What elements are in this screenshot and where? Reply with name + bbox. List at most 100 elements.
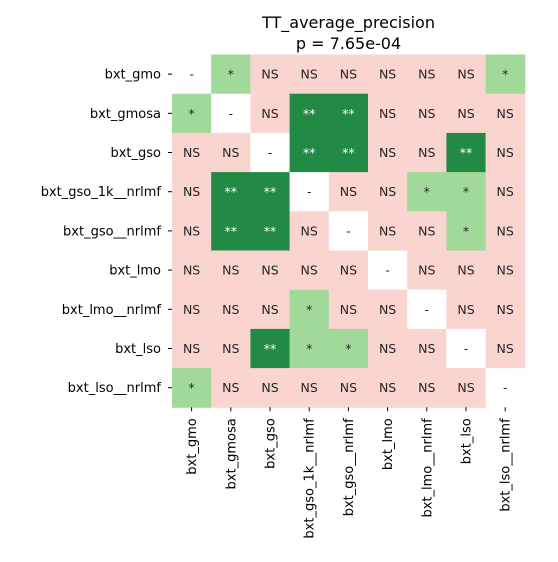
heatmap-cell — [368, 328, 408, 369]
heatmap-cell — [407, 211, 447, 251]
heatmap-cell — [407, 289, 447, 330]
cell-value-label: NS — [497, 223, 514, 238]
heatmap-cell — [485, 289, 526, 330]
column-label: bxt_gso_1k__nrlmf — [303, 418, 318, 539]
cell-value-label: NS — [301, 380, 318, 395]
cell-value-label: NS — [497, 106, 514, 121]
heatmap-cell — [289, 93, 330, 134]
cell-value-label: ** — [460, 145, 473, 160]
heatmap-cell — [446, 93, 487, 134]
cell-value-label: NS — [457, 302, 474, 317]
heatmap-cell — [446, 54, 487, 95]
heatmap-cell — [485, 211, 526, 251]
heatmap-cell — [211, 93, 251, 134]
heatmap-cell — [407, 172, 447, 212]
heatmap-cell — [172, 368, 212, 408]
heatmap-cell — [211, 132, 251, 173]
heatmap-cell — [172, 172, 212, 212]
cell-value-label: * — [188, 380, 194, 395]
cell-value-label: NS — [379, 223, 396, 238]
heatmap-cell — [368, 172, 408, 212]
heatmap-cell — [289, 368, 330, 408]
cell-value-label: ** — [264, 223, 277, 238]
row-label: bxt_gmosa — [90, 107, 161, 122]
row-label: bxt_lmo — [109, 264, 161, 279]
heatmap-cell — [407, 368, 447, 408]
heatmap-cell — [407, 250, 447, 291]
cell-value-label: * — [463, 223, 469, 238]
cell-value-label: - — [464, 341, 469, 356]
cell-value-label: NS — [340, 184, 357, 199]
cell-value-label: NS — [261, 106, 278, 121]
heatmap-cell — [446, 328, 487, 369]
heatmap-cell — [407, 132, 447, 173]
cell-value-label: NS — [379, 184, 396, 199]
heatmap-cell — [172, 289, 212, 330]
heatmap-cell — [211, 211, 251, 251]
heatmap-cell — [289, 132, 330, 173]
cell-value-label: NS — [261, 302, 278, 317]
cell-value-label: ** — [225, 184, 238, 199]
cell-value-label: * — [502, 67, 508, 82]
cell-value-label: NS — [183, 302, 200, 317]
chart-title: TT_average_precision — [261, 13, 435, 33]
row-label: bxt_gso — [110, 146, 161, 161]
cell-value-label: NS — [261, 380, 278, 395]
heatmap-cell — [328, 172, 369, 212]
row-label: bxt_lmo__nrlmf — [62, 303, 162, 318]
cell-value-label: * — [306, 341, 312, 356]
heatmap-cell — [211, 328, 251, 369]
heatmap-cell — [250, 54, 291, 95]
cell-value-label: ** — [342, 106, 355, 121]
cell-value-label: NS — [261, 67, 278, 82]
heatmap-cell — [485, 368, 526, 408]
cell-value-label: NS — [379, 67, 396, 82]
heatmap-cell — [328, 132, 369, 173]
cell-value-label: * — [424, 184, 430, 199]
heatmap-cell — [289, 211, 330, 251]
heatmap-cell — [328, 328, 369, 369]
cell-value-label: NS — [183, 223, 200, 238]
heatmap-cell — [368, 54, 408, 95]
heatmap-cell — [485, 54, 526, 95]
cell-value-label: ** — [264, 184, 277, 199]
cell-value-label: NS — [418, 263, 435, 278]
cell-value-label: NS — [497, 263, 514, 278]
heatmap-cell — [407, 328, 447, 369]
heatmap-cell — [368, 289, 408, 330]
heatmap-cell — [446, 211, 487, 251]
heatmap-cell — [250, 368, 291, 408]
heatmap-cell — [289, 328, 330, 369]
cell-value-label: NS — [340, 380, 357, 395]
cell-value-label: NS — [222, 380, 239, 395]
heatmap-cell — [328, 289, 369, 330]
column-label: bxt_lmo__nrlmf — [420, 418, 435, 518]
heatmap-cell — [250, 93, 291, 134]
heatmap-cell — [250, 289, 291, 330]
heatmap-cell — [289, 172, 330, 212]
heatmap-cell — [211, 289, 251, 330]
cell-value-label: NS — [497, 184, 514, 199]
cell-value-label: NS — [497, 341, 514, 356]
cell-value-label: * — [345, 341, 351, 356]
heatmap-cell — [446, 368, 487, 408]
cell-value-label: NS — [457, 106, 474, 121]
cell-value-label: NS — [340, 302, 357, 317]
heatmap-cell — [289, 250, 330, 291]
cell-value-label: NS — [497, 145, 514, 160]
heatmap-cell — [289, 54, 330, 95]
heatmap-cell — [250, 172, 291, 212]
column-label: bxt_gso — [264, 418, 279, 469]
heatmap-cell — [211, 54, 251, 95]
heatmap-cell — [446, 172, 487, 212]
cell-value-label: - — [425, 302, 430, 317]
heatmap-cell — [446, 132, 487, 173]
cell-value-label: ** — [303, 145, 316, 160]
heatmap-cell — [172, 132, 212, 173]
heatmap-cell — [328, 250, 369, 291]
cell-value-label: NS — [457, 67, 474, 82]
heatmap-cell — [172, 93, 212, 134]
cell-value-label: NS — [183, 341, 200, 356]
heatmap-cell — [446, 250, 487, 291]
